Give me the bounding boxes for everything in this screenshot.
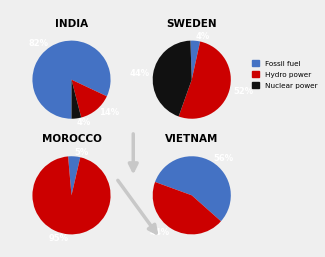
- Title: VIETNAM: VIETNAM: [165, 134, 218, 144]
- Wedge shape: [72, 80, 81, 119]
- Text: 14%: 14%: [99, 108, 119, 117]
- Wedge shape: [68, 156, 80, 195]
- Wedge shape: [32, 41, 110, 119]
- Text: 4%: 4%: [196, 32, 210, 41]
- Text: 4%: 4%: [77, 118, 91, 127]
- Text: 56%: 56%: [214, 154, 234, 163]
- Title: MOROCCO: MOROCCO: [42, 134, 101, 144]
- Wedge shape: [32, 157, 110, 234]
- Wedge shape: [153, 182, 221, 234]
- Wedge shape: [72, 80, 107, 117]
- Text: 44%: 44%: [129, 69, 149, 78]
- Text: 95%: 95%: [48, 234, 69, 243]
- Wedge shape: [190, 41, 200, 80]
- Wedge shape: [179, 42, 231, 119]
- Text: 82%: 82%: [29, 39, 48, 48]
- Title: SWEDEN: SWEDEN: [166, 19, 217, 29]
- Title: INDIA: INDIA: [55, 19, 88, 29]
- Wedge shape: [153, 41, 192, 116]
- Text: 5%: 5%: [74, 148, 89, 157]
- Text: 44%: 44%: [150, 228, 170, 237]
- Wedge shape: [155, 156, 231, 221]
- Legend: Fossil fuel, Hydro power, Nuclear power: Fossil fuel, Hydro power, Nuclear power: [251, 59, 319, 90]
- Text: 52%: 52%: [233, 87, 253, 96]
